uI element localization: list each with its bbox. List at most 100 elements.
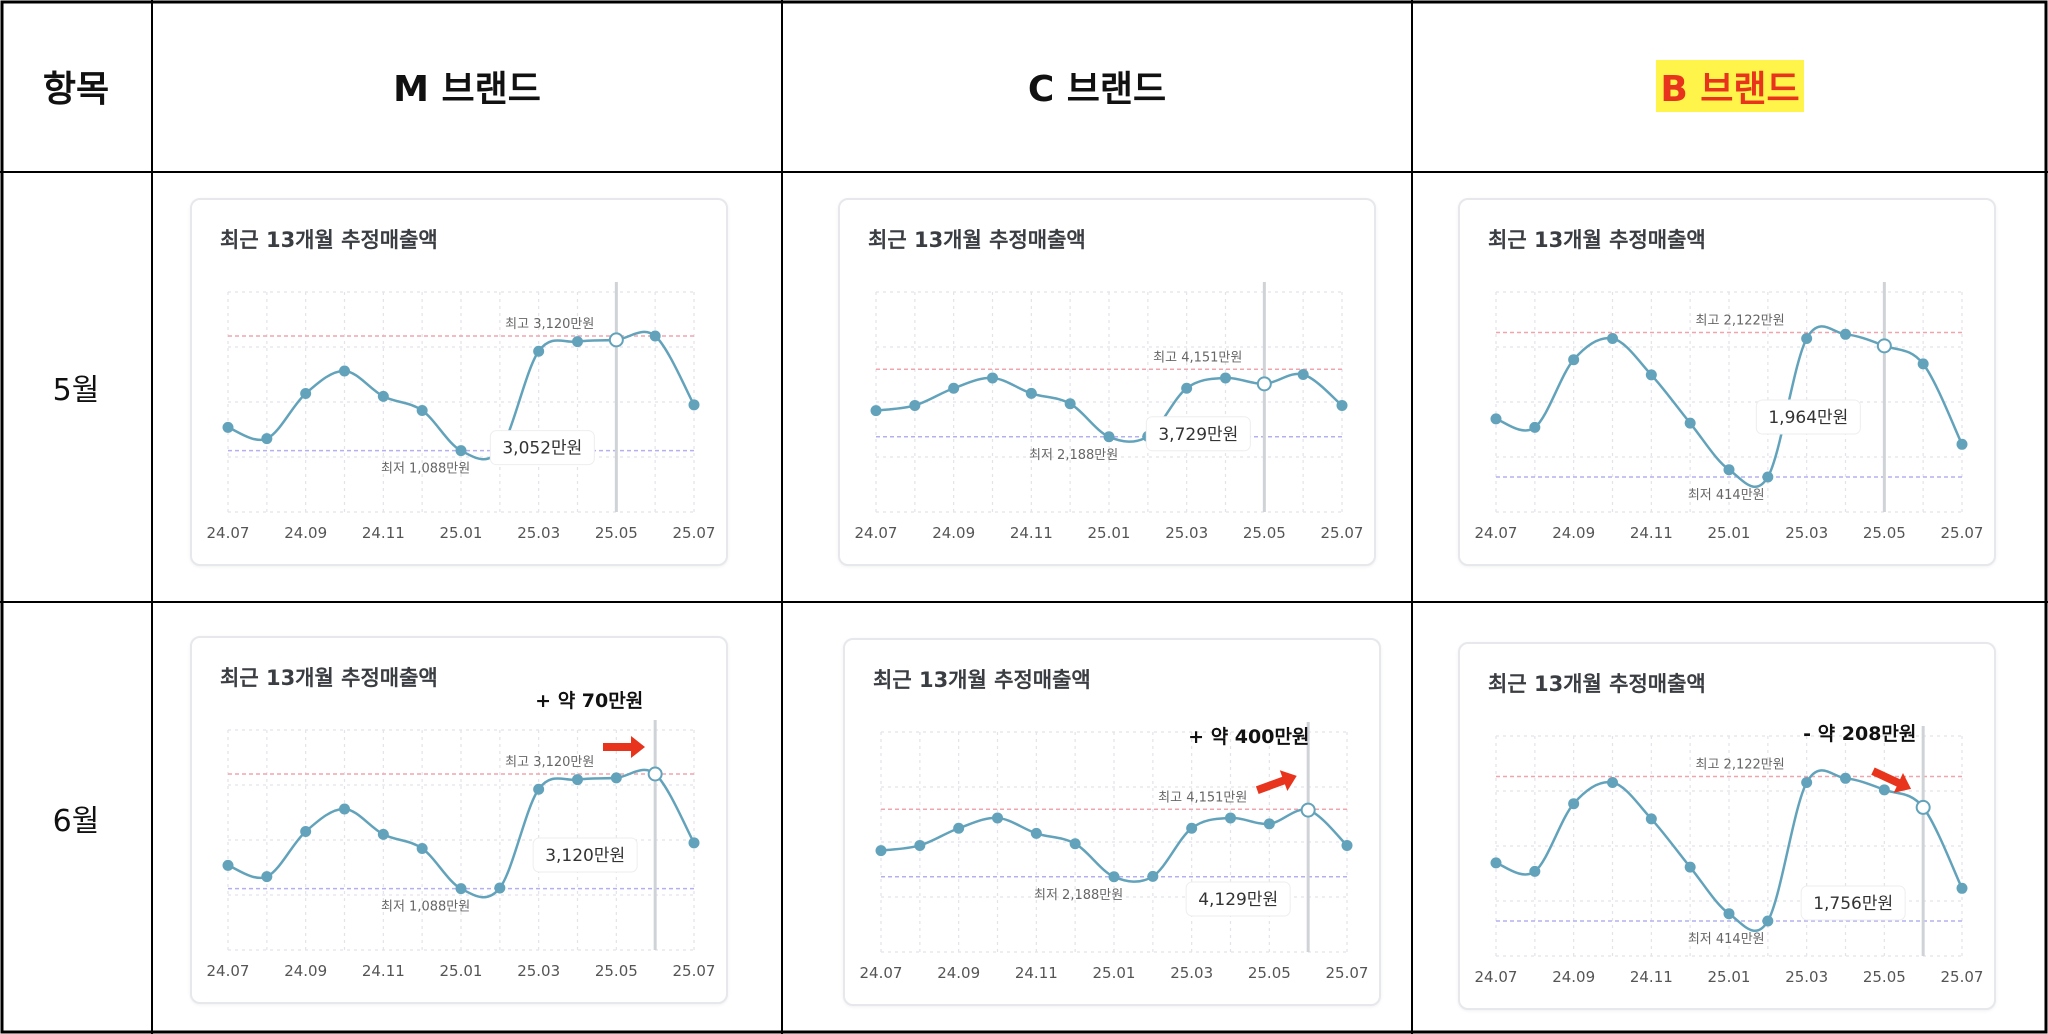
max-value-label: 최고 3,120만원 bbox=[505, 755, 594, 770]
row-label-may-text: 5월 bbox=[52, 373, 100, 408]
chart-title: 최근 13개월 추정매출액 bbox=[1488, 672, 1706, 696]
x-tick-label: 24.07 bbox=[1475, 524, 1518, 542]
data-point bbox=[416, 842, 428, 854]
data-point bbox=[1956, 882, 1968, 894]
data-point bbox=[1723, 908, 1735, 920]
data-point bbox=[222, 421, 234, 433]
data-point bbox=[987, 372, 998, 384]
data-point bbox=[455, 445, 467, 457]
data-point bbox=[1917, 358, 1929, 370]
data-point bbox=[1568, 798, 1580, 810]
x-tick-label: 25.03 bbox=[1165, 524, 1208, 542]
data-point bbox=[1723, 464, 1735, 476]
x-tick-label: 25.01 bbox=[1093, 964, 1136, 982]
data-point bbox=[1103, 431, 1115, 443]
value-tooltip-label: 1,756만원 bbox=[1813, 894, 1893, 914]
data-point bbox=[339, 365, 350, 377]
x-tick-label: 25.03 bbox=[517, 524, 560, 542]
data-point bbox=[572, 336, 583, 348]
selected-point bbox=[1876, 338, 1892, 354]
x-tick-label: 25.07 bbox=[673, 962, 716, 980]
selected-point bbox=[1256, 376, 1272, 392]
data-point bbox=[1840, 772, 1851, 784]
max-value-label: 최고 3,120만원 bbox=[505, 317, 594, 332]
header-item: 항목 bbox=[0, 0, 152, 172]
chart-card-c-june: 최근 13개월 추정매출액 최고 4,151만원 최저 2,188만원 24.07 2… bbox=[843, 638, 1381, 1006]
data-point bbox=[1025, 387, 1037, 399]
selected-point bbox=[1300, 802, 1316, 818]
x-tick-label: 24.09 bbox=[1552, 524, 1595, 542]
x-tick-label: 25.01 bbox=[1708, 524, 1751, 542]
x-tick-label: 25.01 bbox=[1708, 968, 1751, 986]
x-tick-label: 24.09 bbox=[284, 962, 327, 980]
arrow-shaft bbox=[603, 743, 634, 751]
data-point bbox=[610, 772, 622, 784]
min-value-label: 최저 414만원 bbox=[1688, 488, 1765, 503]
header-item-label: 항목 bbox=[42, 69, 110, 110]
data-point bbox=[1064, 398, 1076, 410]
value-tooltip-label: 3,052만원 bbox=[502, 439, 582, 459]
arrow-shaft bbox=[1871, 767, 1903, 788]
data-point bbox=[1956, 438, 1968, 450]
header-brand-m: M 브랜드 bbox=[152, 0, 782, 172]
data-point bbox=[1225, 812, 1236, 824]
header-brand-m-label: M 브랜드 bbox=[393, 69, 541, 110]
data-point bbox=[1762, 471, 1774, 483]
x-tick-label: 24.11 bbox=[1630, 968, 1673, 986]
chart-title: 최근 13개월 추정매출액 bbox=[220, 228, 438, 252]
change-arrow-icon bbox=[603, 736, 646, 758]
max-value-label: 최고 2,122만원 bbox=[1696, 757, 1785, 772]
data-point bbox=[1645, 369, 1657, 381]
value-tooltip-label: 3,729만원 bbox=[1158, 425, 1238, 445]
value-tooltip-box bbox=[1145, 416, 1251, 452]
change-arrow-icon bbox=[1871, 767, 1912, 794]
x-tick-label: 25.03 bbox=[1785, 968, 1828, 986]
chart-card-c-may: 최근 13개월 추정매출액 최고 4,151만원 최저 2,188만원 24.07 2… bbox=[838, 198, 1376, 566]
data-point bbox=[1186, 822, 1198, 834]
data-point bbox=[688, 399, 700, 411]
data-point bbox=[1529, 865, 1541, 877]
data-point bbox=[649, 330, 661, 342]
data-point bbox=[1762, 915, 1774, 927]
x-tick-label: 24.07 bbox=[860, 964, 903, 982]
x-tick-label: 24.11 bbox=[1015, 964, 1058, 982]
data-point bbox=[1840, 328, 1851, 340]
x-tick-label: 25.07 bbox=[1941, 968, 1984, 986]
data-point bbox=[992, 812, 1003, 824]
data-point bbox=[870, 405, 882, 417]
data-point bbox=[1336, 399, 1348, 411]
data-point bbox=[377, 828, 389, 840]
chart-card-b-june: 최근 13개월 추정매출액 최고 2,122만원 최저 414만원 24.07 24.… bbox=[1458, 642, 1996, 1010]
data-point bbox=[1607, 777, 1618, 789]
chart-title: 최근 13개월 추정매출액 bbox=[873, 668, 1091, 692]
change-annotation: + 약 70만원 bbox=[535, 690, 644, 712]
x-tick-label: 25.03 bbox=[1170, 964, 1213, 982]
max-value-label: 최고 2,122만원 bbox=[1696, 313, 1785, 328]
arrow-shaft bbox=[1256, 776, 1287, 795]
x-tick-label: 25.05 bbox=[595, 962, 638, 980]
arrow-head bbox=[1893, 773, 1912, 794]
x-tick-label: 25.03 bbox=[1785, 524, 1828, 542]
x-tick-label: 24.11 bbox=[1010, 524, 1053, 542]
data-point bbox=[533, 783, 545, 795]
min-value-label: 최저 2,188만원 bbox=[1029, 448, 1118, 463]
x-tick-label: 25.05 bbox=[595, 524, 638, 542]
data-point bbox=[1263, 818, 1275, 830]
value-tooltip-box bbox=[1755, 399, 1861, 435]
x-tick-label: 25.05 bbox=[1863, 968, 1906, 986]
data-point bbox=[909, 399, 921, 411]
data-point bbox=[222, 859, 234, 871]
data-point bbox=[688, 837, 700, 849]
x-tick-label: 25.07 bbox=[673, 524, 716, 542]
data-point bbox=[1684, 861, 1696, 873]
value-tooltip-label: 3,120만원 bbox=[545, 846, 625, 866]
data-point bbox=[416, 404, 428, 416]
data-point bbox=[1645, 813, 1657, 825]
